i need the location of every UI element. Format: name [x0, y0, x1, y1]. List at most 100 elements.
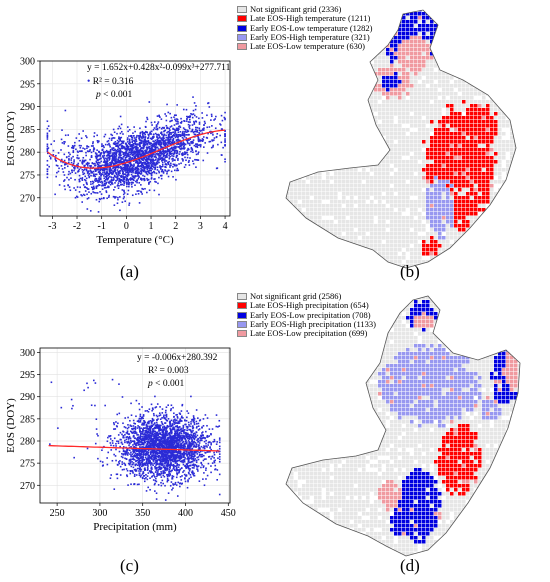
map-cell	[378, 152, 382, 156]
data-point	[117, 146, 120, 148]
data-point	[191, 149, 194, 151]
map-cell	[426, 132, 430, 136]
data-point	[109, 169, 112, 171]
map-cell	[498, 124, 502, 128]
map-cell	[418, 104, 422, 108]
data-point	[120, 130, 123, 133]
map-cell	[430, 84, 434, 88]
data-point	[160, 151, 163, 154]
map-cell	[346, 96, 350, 100]
data-point	[180, 162, 182, 165]
map-cell	[482, 148, 486, 152]
data-point	[132, 158, 134, 160]
data-point	[127, 179, 129, 181]
data-point	[64, 188, 66, 191]
map-cell	[374, 40, 378, 44]
map-cell	[386, 24, 390, 28]
data-point	[127, 126, 129, 128]
map-cell	[506, 32, 510, 36]
y-tick-label: 285	[20, 125, 35, 136]
data-point	[170, 170, 173, 173]
map-cell	[530, 108, 534, 112]
map-cell	[518, 72, 522, 76]
map-cell	[466, 52, 470, 56]
map-cell	[358, 124, 362, 128]
map-cell	[318, 100, 322, 104]
data-point	[174, 150, 177, 152]
map-cell	[390, 104, 394, 108]
data-point	[105, 177, 108, 180]
map-cell	[378, 136, 382, 140]
map-cell	[498, 20, 502, 24]
map-cell	[486, 148, 490, 152]
data-point	[107, 157, 109, 159]
map-cell	[510, 16, 514, 20]
map-cell	[390, 52, 394, 56]
data-point	[127, 148, 129, 151]
data-point	[206, 152, 209, 154]
map-cell	[382, 124, 386, 128]
map-cell	[466, 84, 470, 88]
data-point	[127, 181, 129, 184]
map-cell	[278, 88, 282, 92]
data-point	[158, 171, 161, 174]
data-point	[198, 117, 200, 120]
data-point	[171, 160, 174, 162]
data-point	[63, 180, 65, 182]
map-cell	[378, 72, 382, 76]
data-point	[148, 133, 151, 135]
map-cell	[430, 128, 434, 132]
map-cell	[286, 84, 290, 88]
map-cell	[494, 16, 498, 20]
map-cell	[378, 124, 382, 128]
map-cell	[478, 136, 482, 140]
map-cell	[494, 24, 498, 28]
data-point	[128, 178, 131, 180]
map-cell	[486, 124, 490, 128]
map-cell	[450, 144, 454, 148]
map-cell	[398, 100, 402, 104]
data-point	[107, 176, 110, 179]
map-cell	[378, 0, 382, 4]
map-cell	[454, 140, 458, 144]
map-cell	[382, 0, 386, 4]
data-point	[69, 189, 72, 192]
map-cell	[530, 88, 534, 92]
map-cell	[310, 128, 314, 132]
map-cell	[358, 72, 362, 76]
map-cell	[426, 40, 430, 44]
map-cell	[526, 140, 530, 144]
data-point	[154, 168, 156, 171]
map-cell	[282, 108, 286, 112]
data-point	[128, 138, 131, 141]
map-cell	[502, 112, 506, 116]
map-cell	[362, 116, 366, 120]
map-cell	[374, 148, 378, 152]
map-cell	[450, 84, 454, 88]
data-point	[153, 171, 156, 174]
map-cell	[334, 132, 338, 136]
map-cell	[322, 120, 326, 124]
map-cell	[494, 136, 498, 140]
data-point	[117, 182, 120, 184]
map-cell	[426, 104, 430, 108]
map-cell	[310, 152, 314, 156]
data-point	[146, 177, 148, 180]
map-cell	[298, 96, 302, 100]
data-point	[108, 166, 111, 169]
data-point	[85, 135, 87, 137]
data-point	[139, 148, 141, 151]
map-cell	[538, 20, 542, 24]
map-cell	[386, 88, 390, 92]
map-cell	[414, 144, 418, 148]
data-point	[151, 143, 154, 146]
data-point	[101, 184, 103, 187]
map-cell	[494, 0, 498, 4]
map-cell	[394, 24, 398, 28]
map-cell	[406, 84, 410, 88]
data-point	[119, 115, 122, 118]
map-cell	[450, 92, 454, 96]
map-cell	[326, 80, 330, 84]
data-point	[123, 180, 126, 183]
map-cell	[446, 132, 450, 136]
